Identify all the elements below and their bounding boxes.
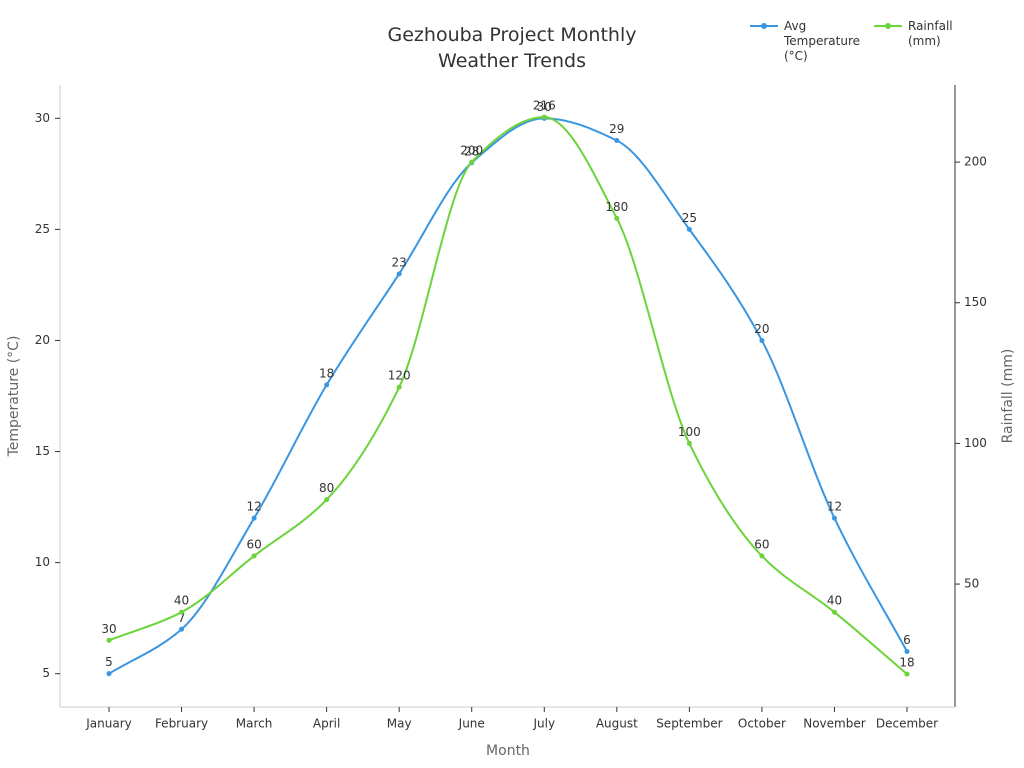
y-tick-label: 25: [35, 222, 50, 236]
value-label: 30: [537, 100, 552, 114]
point: [686, 226, 692, 232]
y-tick-label: 20: [35, 333, 50, 347]
y-tick-label: 15: [35, 444, 50, 458]
chart-title: Gezhouba Project Monthly Weather Trends: [387, 24, 637, 72]
legend-swatch: [750, 19, 778, 31]
value-label: 25: [682, 211, 697, 225]
value-label: 23: [392, 255, 407, 269]
x-axis-label: Month: [486, 743, 530, 759]
y-tick-label: 10: [35, 555, 50, 569]
value-label: 5: [105, 655, 113, 669]
point: [686, 440, 692, 446]
y2-tick-label: 50: [964, 577, 979, 591]
x-tick-label: November: [803, 717, 865, 731]
value-label: 120: [388, 369, 411, 383]
point: [831, 515, 837, 521]
x-tick-label: February: [155, 717, 208, 731]
value-label: 40: [174, 594, 189, 608]
value-label: 60: [754, 537, 769, 551]
value-label: 18: [899, 656, 914, 670]
x-tick-label: September: [656, 717, 722, 731]
legend-item: Avg Temperature (°C): [750, 19, 864, 64]
line: [108, 117, 908, 675]
point: [251, 553, 257, 559]
value-label: 18: [319, 366, 334, 380]
x-tick-label: April: [313, 717, 340, 731]
value-label: 180: [605, 200, 628, 214]
x-tick-label: December: [876, 717, 938, 731]
x-tick-label: June: [458, 717, 485, 731]
point: [904, 648, 910, 654]
point: [541, 114, 547, 120]
x-tick-label: May: [387, 717, 412, 731]
x-tick-label: January: [85, 717, 132, 731]
point: [614, 138, 620, 144]
value-label: 28: [464, 144, 479, 158]
line: [108, 116, 908, 675]
point: [106, 637, 112, 643]
point: [324, 497, 330, 503]
legend-label: Rainfall (mm): [908, 19, 953, 48]
value-label: 216: [533, 99, 556, 113]
y2-tick-label: 200: [964, 155, 987, 169]
point: [759, 337, 765, 343]
y2-tick-label: 150: [964, 295, 987, 309]
value-label: 40: [827, 594, 842, 608]
y2-axis-label: Rainfall (mm): [1000, 349, 1016, 444]
x-tick-label: October: [738, 717, 786, 731]
legend-item: Rainfall (mm): [874, 19, 988, 64]
y-axis-label: Temperature (°C): [6, 336, 22, 458]
y-tick-label: 5: [42, 666, 50, 680]
point: [179, 609, 185, 615]
point: [469, 159, 475, 165]
value-label: 29: [609, 122, 624, 136]
x-tick-label: March: [236, 717, 273, 731]
value-label: 200: [460, 144, 483, 158]
legend-label: Avg Temperature (°C): [784, 19, 861, 63]
point: [106, 671, 112, 677]
point: [396, 271, 402, 277]
legend-swatch: [874, 19, 902, 31]
y-tick-label: 30: [35, 111, 50, 125]
value-label: 20: [754, 322, 769, 336]
value-label: 80: [319, 481, 334, 495]
point: [759, 553, 765, 559]
value-label: 12: [827, 500, 842, 514]
value-label: 100: [678, 425, 701, 439]
point: [904, 671, 910, 677]
point: [179, 626, 185, 632]
value-label: 12: [246, 500, 261, 514]
x-tick-label: August: [596, 717, 638, 731]
value-label: 60: [246, 537, 261, 551]
point: [324, 382, 330, 388]
point: [614, 215, 620, 221]
legend: Avg Temperature (°C) Rainfall (mm): [750, 19, 988, 64]
x-tick-label: July: [532, 717, 555, 731]
y2-tick-label: 100: [964, 436, 987, 450]
point: [251, 515, 257, 521]
value-label: 7: [178, 611, 186, 625]
value-label: 6: [903, 633, 911, 647]
value-label: 30: [101, 622, 116, 636]
point: [831, 609, 837, 615]
point: [396, 384, 402, 390]
